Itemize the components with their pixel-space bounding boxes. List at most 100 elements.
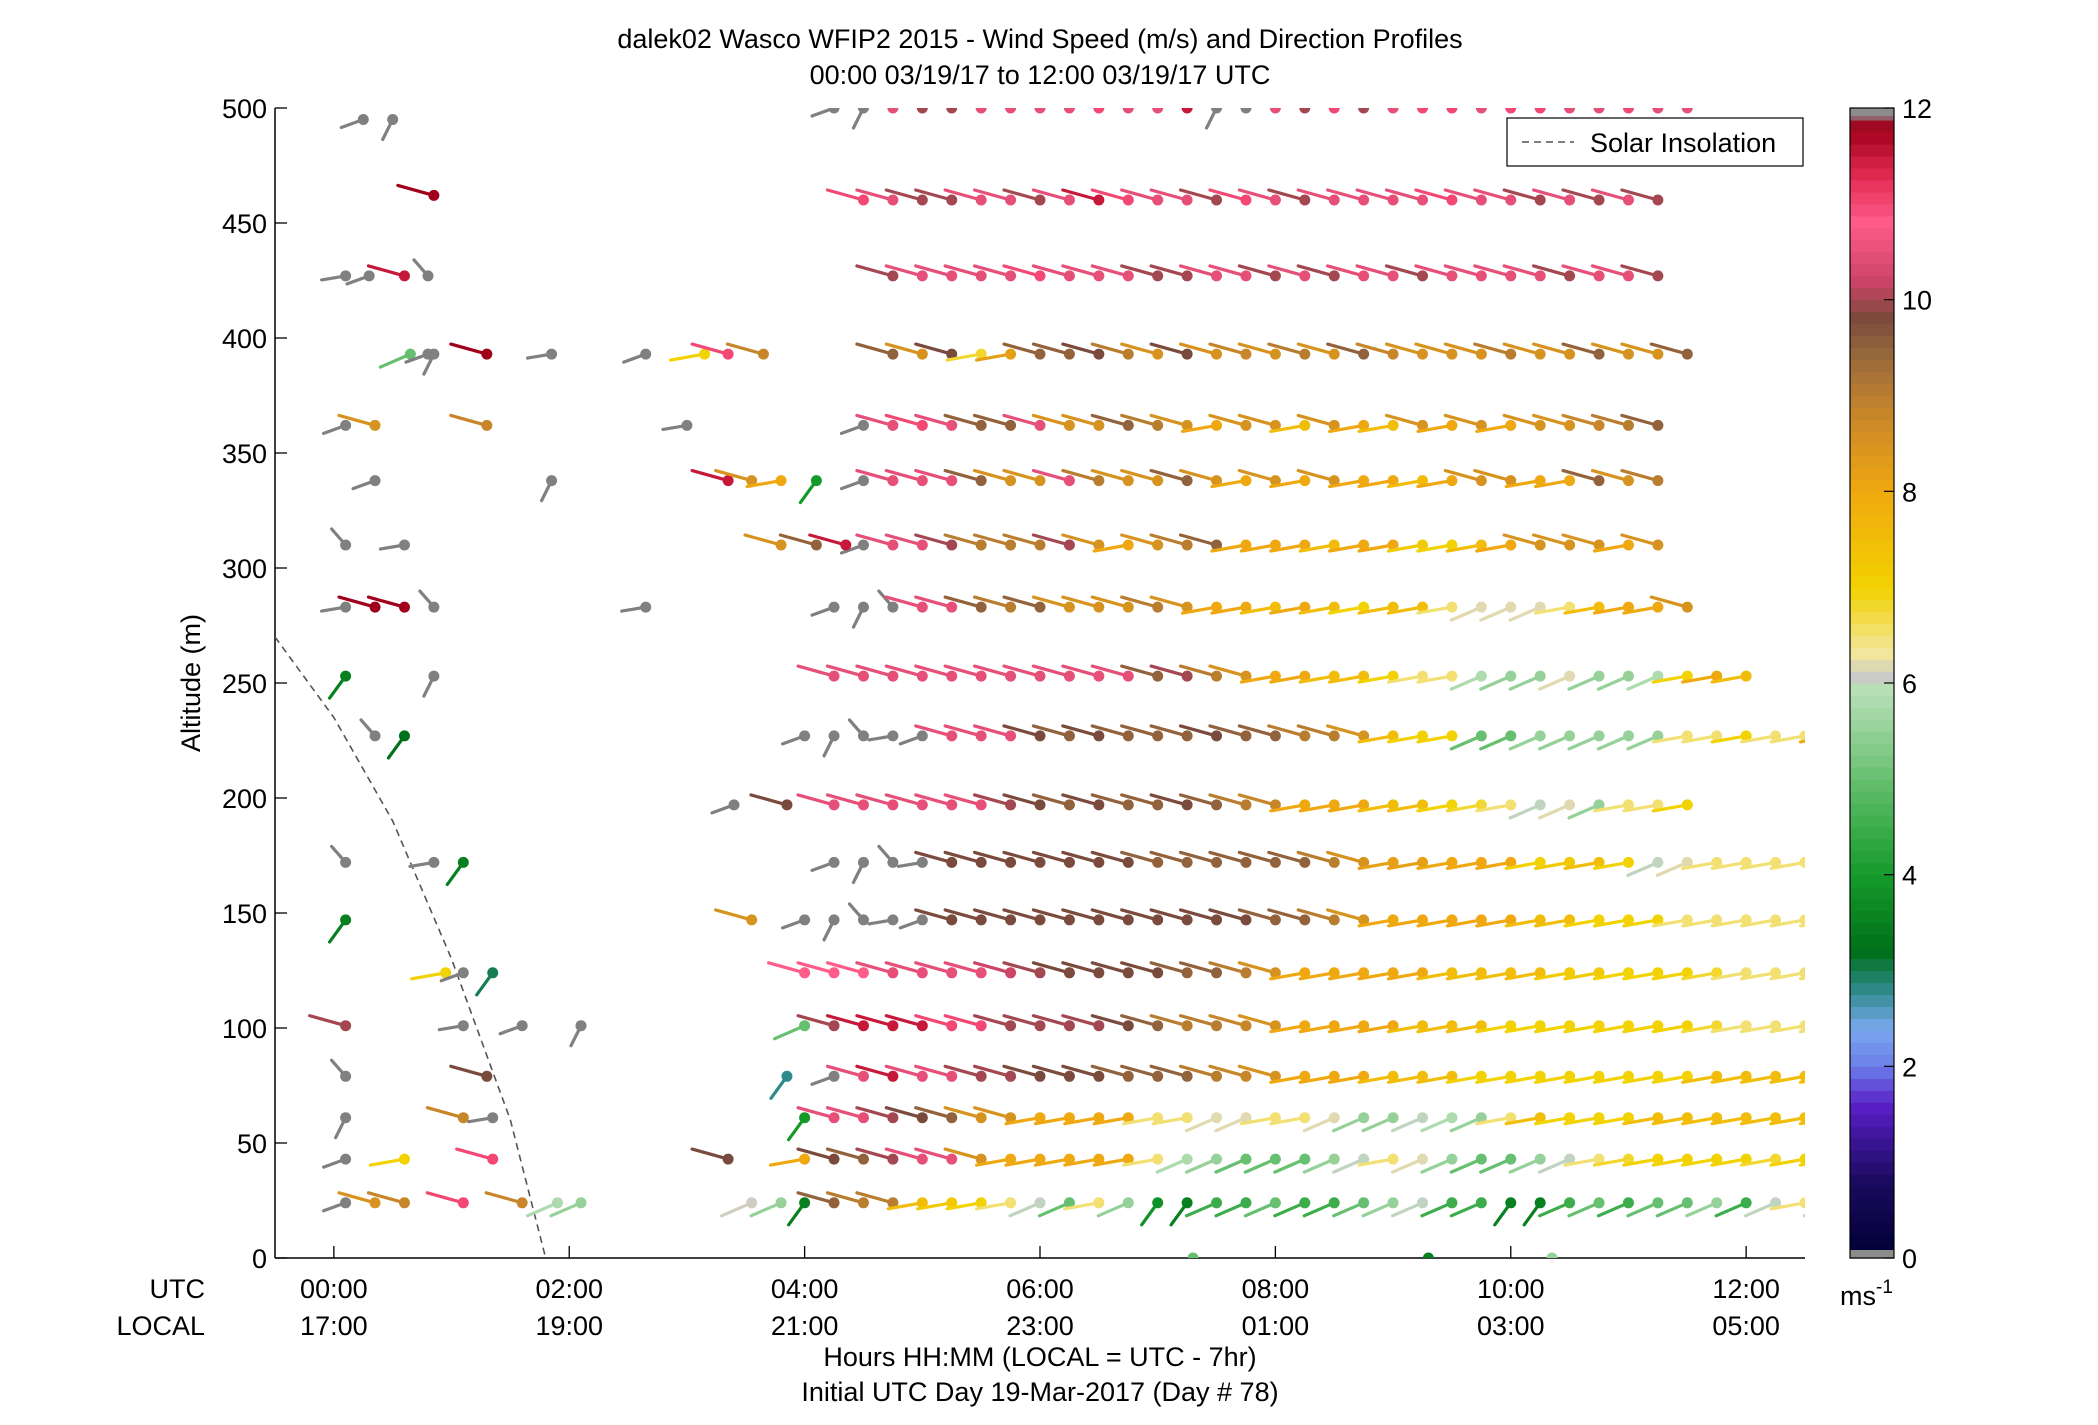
y-tick-label: 450 <box>222 209 267 239</box>
wind-barb-shaft <box>1769 918 1805 928</box>
wind-barb-point <box>1122 1020 1134 1032</box>
wind-barb-point <box>1358 670 1370 682</box>
wind-barb-shaft <box>1739 1074 1778 1084</box>
wind-barb-shaft <box>825 1064 866 1078</box>
wind-barb-point <box>1829 1112 1840 1123</box>
wind-barb-point <box>340 1197 352 1209</box>
wind-barb-shaft <box>1269 803 1307 813</box>
wind-barb-shaft <box>1475 543 1513 553</box>
wind-barb-shaft <box>1031 793 1072 807</box>
wind-barb-shaft <box>1061 188 1101 202</box>
wind-barb-shaft <box>1592 803 1631 813</box>
wind-barb-point <box>1240 419 1252 431</box>
colorbar-cell <box>1850 1054 1894 1067</box>
wind-barb-shaft <box>1532 264 1572 278</box>
y-axis-label: Altitude (m) <box>176 614 206 752</box>
wind-barb-point <box>1593 270 1605 282</box>
wind-barb-shaft <box>855 413 895 427</box>
colorbar-cell <box>1850 958 1894 972</box>
wind-barb-point <box>1652 730 1664 742</box>
wind-barb-shaft <box>855 1106 895 1120</box>
wind-barb-point <box>1269 1070 1281 1082</box>
wind-barb-point <box>640 601 652 613</box>
wind-barb-point <box>1593 1070 1605 1082</box>
wind-barb-point <box>1181 799 1193 811</box>
wind-barb-point <box>1299 601 1311 613</box>
wind-barb-shaft <box>1681 734 1719 744</box>
wind-barb-shaft <box>1384 342 1425 356</box>
wind-barb-point <box>887 1153 899 1165</box>
x-tick-label-local: 03:00 <box>1477 1311 1545 1341</box>
wind-barb-shaft <box>1416 803 1454 813</box>
wind-barb-point <box>1770 967 1782 979</box>
wind-barb-point <box>1446 730 1458 742</box>
wind-barb-point <box>975 419 987 431</box>
wind-barb-shaft <box>1504 108 1513 110</box>
wind-barb-shaft <box>1061 1014 1101 1028</box>
wind-barb-shaft <box>1210 605 1248 615</box>
wind-barb-shaft <box>1561 264 1601 278</box>
wind-barb-shaft <box>1651 734 1689 744</box>
wind-barb-point <box>916 1112 928 1124</box>
wind-barb-point <box>1122 194 1134 206</box>
wind-barb-point <box>916 1197 928 1209</box>
wind-barb-point <box>946 1070 958 1082</box>
y-tick-label: 500 <box>222 94 267 124</box>
wind-barb-point <box>1005 348 1017 360</box>
wind-barb-shaft <box>1504 1024 1542 1034</box>
wind-barb-shaft <box>825 188 866 202</box>
wind-barb-shaft <box>1267 342 1307 356</box>
wind-barb-point <box>946 108 958 114</box>
colorbar-cell <box>1850 467 1894 480</box>
wind-barb-point <box>1063 799 1075 811</box>
wind-barb-point <box>1829 914 1840 925</box>
wind-barb-shaft <box>884 1014 924 1028</box>
wind-barb-shaft <box>972 595 1013 609</box>
wind-barb-point <box>428 189 440 201</box>
wind-barb-shaft <box>972 1064 1013 1078</box>
wind-barb-shaft <box>1090 850 1130 865</box>
wind-barb-point <box>1770 730 1782 742</box>
wind-barb-point <box>1328 670 1340 682</box>
wind-barb-shaft <box>855 1014 895 1028</box>
wind-barb-point <box>1622 730 1634 742</box>
wind-barb-point <box>1299 108 1311 114</box>
wind-barb-point <box>857 1112 869 1124</box>
wind-barb-point <box>404 348 416 360</box>
wind-barb-point <box>857 1070 869 1082</box>
wind-barb-point <box>1152 914 1164 926</box>
wind-barb-shaft <box>1178 793 1219 807</box>
colorbar-cell <box>1850 359 1894 373</box>
wind-barb-point <box>1358 270 1370 282</box>
wind-barb-shaft <box>1061 724 1101 738</box>
colorbar-cell <box>1850 742 1894 756</box>
wind-barb-point <box>1475 270 1487 282</box>
wind-barb-point <box>1122 670 1134 682</box>
wind-barb-point <box>1417 670 1428 682</box>
colorbar-cell <box>1850 419 1894 433</box>
colorbar-tick-label: 4 <box>1902 861 1917 891</box>
wind-barb-point <box>1505 348 1517 360</box>
wind-barb-shaft <box>1031 469 1072 483</box>
wind-barb-point <box>1005 194 1017 206</box>
wind-barb-point <box>1593 856 1605 868</box>
wind-barb-point <box>1475 967 1487 979</box>
colorbar-tick-label: 12 <box>1902 94 1932 124</box>
wind-barb-point <box>1034 601 1046 613</box>
wind-barb-shaft <box>1622 1024 1660 1034</box>
wind-barb-shaft <box>1178 1014 1219 1028</box>
colorbar-cell <box>1850 922 1894 936</box>
wind-barb-point <box>422 270 434 282</box>
wind-barb-shaft <box>1328 674 1366 684</box>
wind-barb-point <box>1269 475 1281 487</box>
wind-barb-point <box>340 856 352 868</box>
wind-barb-point <box>1622 1197 1634 1209</box>
wind-barb-shaft <box>1002 533 1042 547</box>
wind-barb-shaft <box>1149 724 1189 738</box>
wind-barb-shaft <box>1296 413 1336 427</box>
wind-barb-point <box>1446 194 1458 206</box>
wind-barb-point <box>1622 670 1634 682</box>
wind-barb-shaft <box>825 793 866 807</box>
wind-barb-point <box>1299 670 1311 682</box>
wind-barb-shaft <box>1416 734 1454 744</box>
